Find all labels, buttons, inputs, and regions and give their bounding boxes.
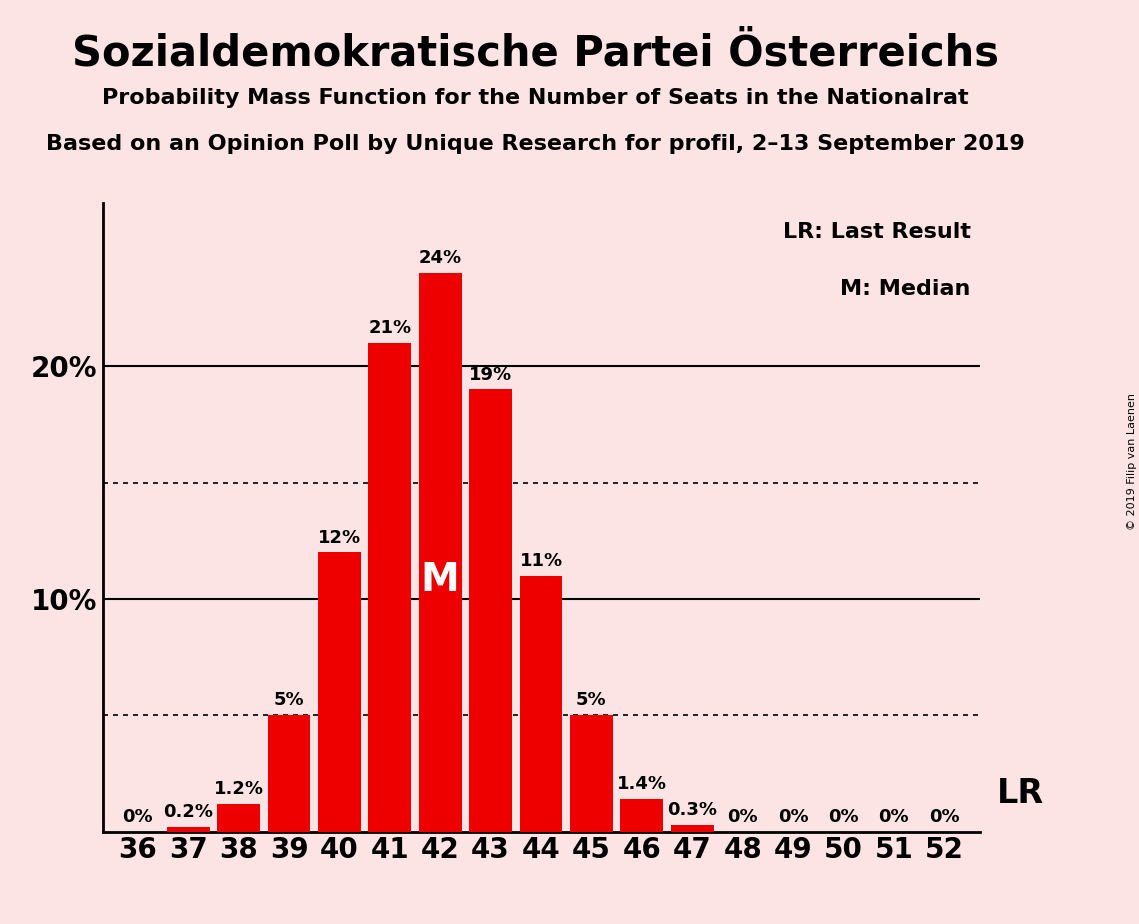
Bar (218, 804, 260, 832)
Text: 0.3%: 0.3% (667, 801, 718, 819)
Text: 11%: 11% (519, 552, 563, 570)
Text: 19%: 19% (469, 366, 513, 383)
Text: M: Median: M: Median (841, 279, 970, 298)
Text: 0.2%: 0.2% (163, 803, 213, 821)
Text: 0%: 0% (778, 808, 809, 826)
Text: 0%: 0% (929, 808, 959, 826)
Text: 0%: 0% (123, 808, 153, 826)
Bar (570, 715, 613, 832)
Text: 1.2%: 1.2% (214, 780, 263, 797)
Text: Sozialdemokratische Partei Österreichs: Sozialdemokratische Partei Österreichs (72, 32, 999, 74)
Text: 24%: 24% (419, 249, 461, 267)
Text: LR: Last Result: LR: Last Result (782, 222, 970, 242)
Bar (519, 576, 563, 832)
Text: © 2019 Filip van Laenen: © 2019 Filip van Laenen (1126, 394, 1137, 530)
Bar (671, 824, 714, 832)
Bar (368, 343, 411, 832)
Text: Based on an Opinion Poll by Unique Research for profil, 2–13 September 2019: Based on an Opinion Poll by Unique Resea… (46, 134, 1025, 154)
Bar (621, 799, 663, 832)
Bar (268, 715, 311, 832)
Text: M: M (420, 561, 460, 600)
Text: 5%: 5% (576, 691, 607, 710)
Text: 0%: 0% (878, 808, 909, 826)
Bar (318, 553, 361, 832)
Text: 5%: 5% (273, 691, 304, 710)
Text: LR: LR (997, 777, 1044, 810)
Text: 0%: 0% (728, 808, 757, 826)
Text: 0%: 0% (828, 808, 859, 826)
Text: 1.4%: 1.4% (617, 775, 666, 793)
Bar (469, 389, 513, 832)
Bar (166, 827, 210, 832)
Bar (419, 274, 461, 832)
Text: 21%: 21% (368, 319, 411, 337)
Text: Probability Mass Function for the Number of Seats in the Nationalrat: Probability Mass Function for the Number… (103, 88, 968, 108)
Text: 12%: 12% (318, 529, 361, 546)
